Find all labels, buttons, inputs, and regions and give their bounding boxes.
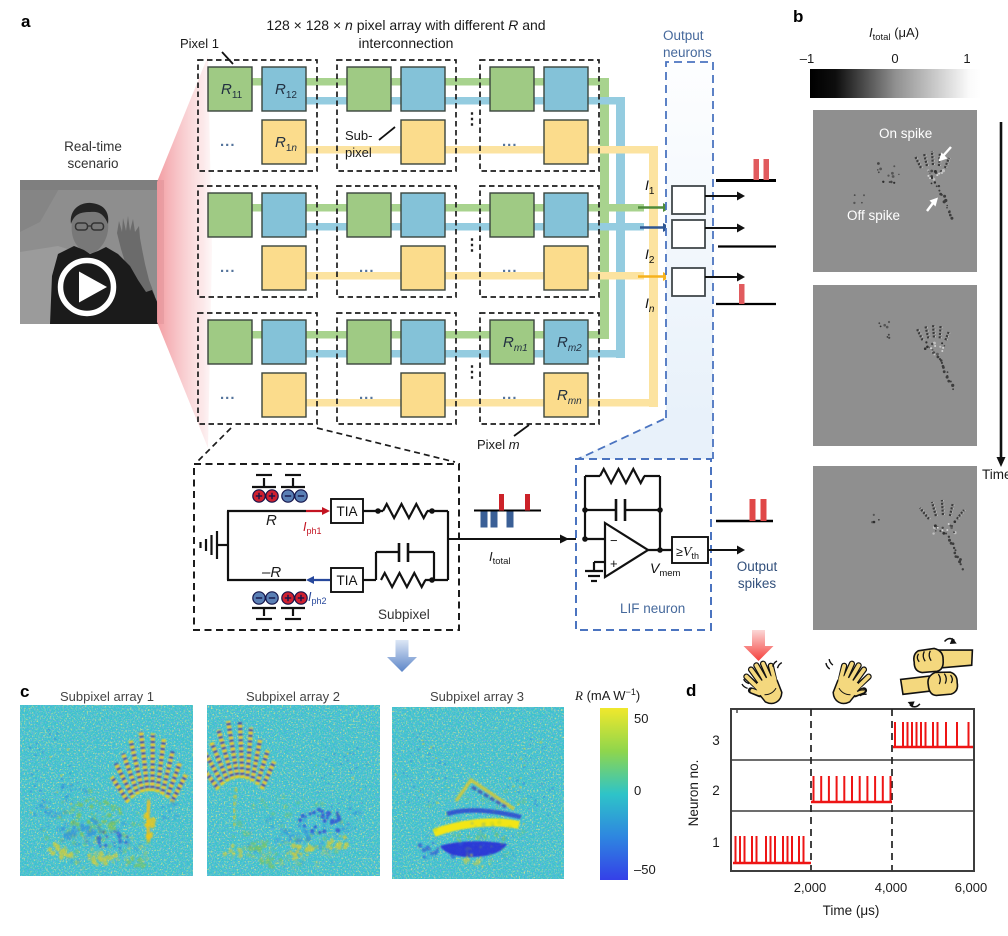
svg-text:6,000: 6,000	[955, 880, 988, 895]
svg-text:pixel: pixel	[345, 145, 372, 160]
svg-text:LIF neuron: LIF neuron	[620, 601, 685, 616]
svg-text:2,000: 2,000	[794, 880, 827, 895]
svg-text:...: ...	[220, 133, 236, 150]
svg-text:50: 50	[634, 711, 648, 726]
svg-text:Pixel m: Pixel m	[477, 437, 520, 452]
svg-text:...: ...	[220, 386, 236, 403]
svg-text:d: d	[686, 681, 696, 700]
svg-text:4,000: 4,000	[875, 880, 908, 895]
svg-text:128 × 128 × n pixel array with: 128 × 128 × n pixel array with different…	[266, 17, 545, 33]
svg-text:scenario: scenario	[67, 156, 118, 171]
svg-text:neurons: neurons	[663, 45, 712, 60]
svg-text:⋮: ⋮	[464, 111, 480, 128]
svg-text:Output: Output	[737, 559, 778, 574]
svg-text:spikes: spikes	[738, 576, 777, 591]
svg-text:⋮: ⋮	[464, 237, 480, 254]
svg-text:−: −	[610, 533, 618, 548]
svg-text:Neuron no.: Neuron no.	[686, 760, 701, 827]
svg-text:Subpixel array 2: Subpixel array 2	[246, 689, 340, 704]
svg-text:Sub-: Sub-	[345, 128, 372, 143]
svg-text:0: 0	[891, 51, 898, 66]
svg-text:Time: Time	[982, 467, 1008, 482]
svg-text:Off spike: Off spike	[847, 208, 900, 223]
svg-text:...: ...	[502, 259, 518, 276]
svg-text:On spike: On spike	[879, 126, 932, 141]
svg-text:Real-time: Real-time	[64, 139, 122, 154]
svg-text:TIA: TIA	[336, 573, 357, 588]
svg-text:R: R	[266, 512, 277, 529]
svg-text:...: ...	[220, 259, 236, 276]
svg-text:–50: –50	[634, 862, 656, 877]
svg-text:⋮: ⋮	[464, 364, 480, 381]
svg-text:...: ...	[502, 386, 518, 403]
svg-text:b: b	[793, 7, 803, 26]
svg-text:0: 0	[634, 783, 641, 798]
svg-text:Output: Output	[663, 28, 704, 43]
svg-text:a: a	[21, 12, 31, 31]
svg-text:1: 1	[963, 51, 970, 66]
svg-text:interconnection: interconnection	[359, 35, 454, 51]
svg-text:Pixel 1: Pixel 1	[180, 36, 219, 51]
svg-text:Subpixel array 1: Subpixel array 1	[60, 689, 154, 704]
svg-text:...: ...	[359, 259, 375, 276]
svg-text:c: c	[20, 682, 29, 701]
svg-text:1: 1	[712, 835, 720, 850]
svg-text:Subpixel array 3: Subpixel array 3	[430, 689, 524, 704]
svg-text:3: 3	[712, 733, 720, 748]
svg-text:TIA: TIA	[336, 504, 357, 519]
svg-text:2: 2	[712, 783, 720, 798]
svg-text:–1: –1	[800, 51, 814, 66]
svg-text:...: ...	[359, 386, 375, 403]
svg-text:...: ...	[502, 133, 518, 150]
svg-text:+: +	[610, 556, 618, 571]
svg-text:Time (μs): Time (μs)	[823, 903, 880, 918]
svg-text:Subpixel: Subpixel	[378, 607, 430, 622]
svg-text:–R: –R	[261, 564, 281, 581]
